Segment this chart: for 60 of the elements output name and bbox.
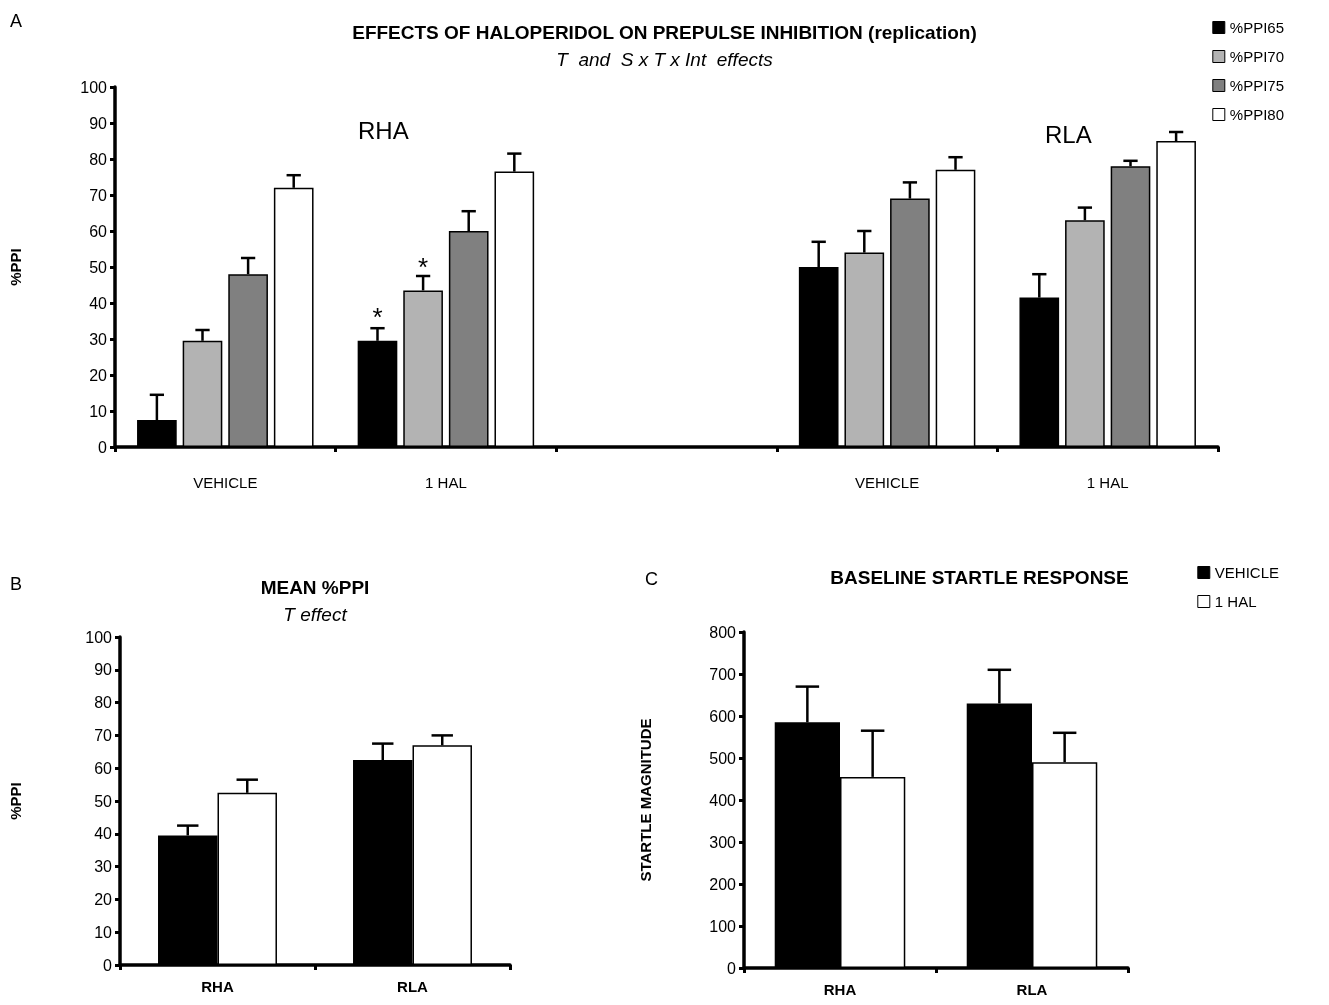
y-tick-label: 0 [727,959,737,977]
y-tick-label: 80 [89,150,108,168]
y-tick-label: 60 [89,222,108,240]
y-tick-label: 20 [89,366,108,384]
y-tick-label: 40 [89,294,108,312]
y-tick-label: 70 [89,186,108,204]
y-tick-label: 700 [709,665,737,683]
y-tick-label: 400 [709,791,737,809]
annotation: * [372,302,383,333]
y-tick-label: 0 [98,438,108,456]
legend-label: %PPI65 [1229,19,1284,36]
y-tick-label: 50 [89,258,108,276]
text: C [645,569,658,589]
annotation: RHA [358,116,409,144]
x-tick-label: RHA [201,978,234,995]
chart-title: EFFECTS OF HALOPERIDOL ON PREPULSE INHIBITION (replication) [352,22,977,43]
legend-label: %PPI70 [1229,48,1284,65]
legend-label: 1 HAL [1214,593,1257,610]
x-tick-label: 1 HAL [1086,474,1129,491]
x-tick-label: RHA [823,981,857,998]
legend-label: VEHICLE [1214,564,1280,581]
x-tick-label: VEHICLE [855,474,920,491]
chart-title: BASELINE STARTLE RESPONSE [830,567,1129,588]
y-tick-label: 300 [709,833,737,851]
y-tick-label: 90 [94,661,113,679]
y-tick-label: 100 [709,917,737,935]
annotation: * [418,252,429,282]
y-tick-label: 500 [709,749,737,767]
text: A [10,11,23,31]
y-axis-title: STARTLE MAGNITUDE [637,718,654,882]
y-tick-label: 30 [94,858,113,876]
y-tick-label: 20 [94,890,113,908]
y-tick-label: 200 [709,875,737,893]
x-tick-label: RLA [1016,981,1048,998]
y-tick-label: 60 [94,759,113,777]
text: B [10,574,23,594]
y-tick-label: 10 [89,402,108,420]
y-tick-label: 0 [103,956,113,974]
y-axis-title: %PPI [7,782,24,820]
y-tick-label: 50 [94,792,113,810]
y-tick-label: 10 [94,923,113,941]
x-tick-label: RLA [397,978,429,995]
x-tick-label: VEHICLE [193,474,258,491]
annotation: RLA [1045,120,1092,148]
y-tick-label: 800 [709,623,737,641]
y-tick-label: 30 [89,330,108,348]
legend-label: %PPI80 [1229,106,1284,123]
x-tick-label: 1 HAL [425,474,467,491]
legend-label: %PPI75 [1229,77,1284,94]
y-axis-title: %PPI [7,248,24,286]
y-tick-label: 40 [94,825,113,843]
y-tick-label: 600 [709,707,737,725]
chart-title: MEAN %PPI [260,577,370,598]
chart-subtitle: T effect [283,604,348,625]
y-tick-label: 80 [94,694,113,712]
y-tick-label: 90 [89,114,108,132]
chart-subtitle: T and S x T x Int effects [556,49,774,70]
y-tick-label: 100 [80,78,108,96]
y-tick-label: 70 [94,726,113,744]
y-tick-label: 100 [85,628,113,646]
